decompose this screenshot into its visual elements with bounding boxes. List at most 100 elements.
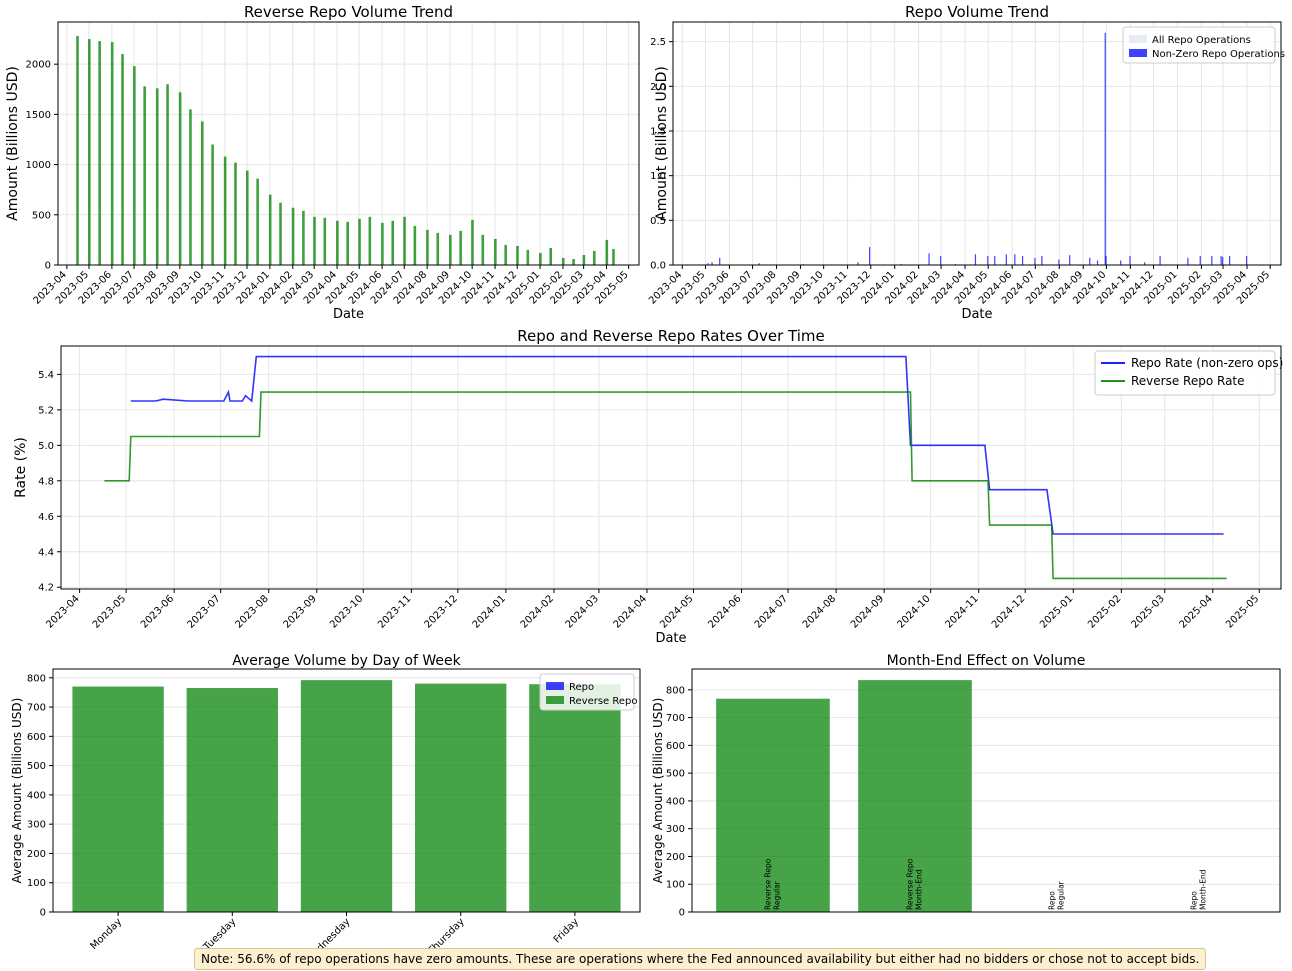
chart-title: Month-End Effect on Volume bbox=[887, 653, 1086, 669]
x-tick-label: 2023-05 bbox=[91, 593, 128, 630]
legend-box bbox=[1122, 26, 1276, 64]
bar-mark bbox=[302, 210, 305, 265]
legend-swatch bbox=[546, 682, 564, 690]
bar-mark bbox=[133, 66, 136, 265]
legend-label: Repo Rate (non-zero ops) bbox=[1131, 356, 1283, 370]
y-tick-label: 4.6 bbox=[38, 512, 54, 523]
y-tick-label: 1000 bbox=[26, 160, 51, 171]
bar-inside-label-line: Repo bbox=[1190, 891, 1199, 910]
bar-mark bbox=[155, 88, 159, 265]
x-tick-label: 2024-08 bbox=[801, 593, 838, 630]
bar-mark bbox=[256, 178, 259, 265]
x-tick-label: 2023-12 bbox=[423, 593, 460, 630]
legend-label: Non-Zero Repo Operations bbox=[1152, 49, 1285, 60]
bar-mark bbox=[223, 156, 227, 265]
chart-title: Average Volume by Day of Week bbox=[232, 653, 461, 669]
bar-mark bbox=[1144, 262, 1146, 265]
y-tick-label: 700 bbox=[27, 703, 46, 714]
y-tick-label: 600 bbox=[666, 741, 685, 752]
bar-mark bbox=[494, 238, 497, 265]
x-tick-label: Friday bbox=[552, 916, 581, 945]
bar-inside-label: Reverse RepoRegular bbox=[763, 858, 781, 910]
x-tick-label: 2024-04 bbox=[612, 593, 649, 630]
x-tick-label: 2025-05 bbox=[1224, 593, 1261, 630]
bar-mark bbox=[98, 41, 101, 265]
bar-mark bbox=[928, 253, 930, 265]
plot-frame bbox=[60, 345, 1282, 590]
plot-frame bbox=[672, 21, 1282, 266]
y-tick-label: 100 bbox=[27, 878, 46, 889]
y-tick-label: 200 bbox=[27, 849, 46, 860]
y-tick-label: 800 bbox=[27, 673, 46, 684]
bar-mark bbox=[1129, 256, 1131, 265]
bar-mark bbox=[1041, 256, 1043, 265]
plot-frame bbox=[52, 668, 641, 913]
bar-mark bbox=[858, 680, 972, 912]
bar-mark bbox=[346, 221, 349, 265]
y-tick-label: 0 bbox=[40, 908, 46, 919]
x-tick-label: 2024-02 bbox=[519, 593, 556, 630]
bar-mark bbox=[1222, 256, 1224, 265]
y-tick-label: 700 bbox=[666, 713, 685, 724]
bar-mark bbox=[1211, 256, 1213, 265]
bar-mark bbox=[143, 86, 146, 265]
bar-mark bbox=[200, 121, 204, 265]
x-tick-label: 2023-11 bbox=[376, 593, 413, 630]
bar-mark bbox=[1069, 255, 1071, 265]
bar-mark bbox=[707, 263, 709, 265]
bar-mark bbox=[549, 247, 553, 265]
chart-rrp_volume: Reverse Repo Volume Trend 0 500 1000 1500 200… bbox=[5, 3, 640, 322]
bar-mark bbox=[1096, 260, 1099, 265]
legend-swatch bbox=[1129, 35, 1147, 43]
x-tick-label: 2023-09 bbox=[282, 593, 319, 630]
bar-inside-label: RepoRegular bbox=[1048, 880, 1066, 910]
y-tick-label: 800 bbox=[666, 685, 685, 696]
bar-mark bbox=[987, 256, 989, 265]
y-tick-label: 1.0 bbox=[650, 171, 666, 182]
y-tick-label: 0.5 bbox=[650, 216, 666, 227]
bar-mark bbox=[857, 262, 859, 265]
bar-inside-label-line: Regular bbox=[1057, 880, 1066, 910]
y-tick-label: 5.2 bbox=[38, 405, 54, 416]
bar-mark bbox=[211, 144, 214, 265]
series-line bbox=[104, 391, 1227, 580]
y-axis-label: Rate (%) bbox=[13, 437, 29, 498]
bar-mark bbox=[391, 220, 395, 265]
bar-mark bbox=[592, 250, 596, 265]
legend-label: Reverse Repo Rate bbox=[1131, 374, 1245, 388]
x-axis-label: Date bbox=[961, 307, 992, 322]
legend-swatch bbox=[1129, 49, 1147, 57]
x-tick-label: 2024-09 bbox=[849, 593, 886, 630]
bar-mark bbox=[526, 249, 530, 265]
bar-mark bbox=[323, 217, 327, 265]
y-tick-label: 2.5 bbox=[650, 37, 666, 48]
y-tick-label: 100 bbox=[666, 880, 685, 891]
legend-box bbox=[1094, 350, 1276, 396]
bar-inside-label-line: Month-End bbox=[914, 869, 923, 910]
y-tick-label: 0 bbox=[45, 261, 51, 272]
bar-inside-label-line: Reverse Repo bbox=[905, 858, 914, 910]
bar-mark bbox=[711, 262, 713, 265]
y-tick-label: 1.5 bbox=[650, 126, 666, 137]
bar-mark bbox=[381, 222, 384, 265]
chart-rates: Repo and Reverse Repo Rates Over Time 4.2… bbox=[13, 327, 1283, 646]
y-axis-label: Average Amount (Billions USD) bbox=[651, 698, 665, 884]
bar-mark bbox=[459, 230, 462, 265]
y-axis-label: Average Amount (Billions USD) bbox=[10, 698, 24, 884]
y-tick-label: 400 bbox=[27, 790, 46, 801]
x-tick-label: 2024-06 bbox=[706, 593, 743, 630]
bar-mark bbox=[279, 202, 282, 265]
chart-repo_volume: Repo Volume Trend0.00.51.01.52.02.52023-… bbox=[647, 3, 1285, 322]
bar-mark bbox=[994, 256, 996, 265]
y-tick-label: 2.0 bbox=[650, 82, 666, 93]
bar-mark bbox=[186, 688, 278, 912]
bar-mark bbox=[1089, 257, 1091, 265]
y-tick-label: 300 bbox=[27, 820, 46, 831]
y-tick-label: 500 bbox=[27, 761, 46, 772]
y-tick-label: 200 bbox=[666, 852, 685, 863]
bar-mark bbox=[1104, 32, 1106, 266]
bar-inside-label-line: Month-End bbox=[1199, 869, 1208, 910]
bar-mark bbox=[1014, 254, 1016, 265]
x-tick-label: 2023-04 bbox=[44, 593, 81, 630]
